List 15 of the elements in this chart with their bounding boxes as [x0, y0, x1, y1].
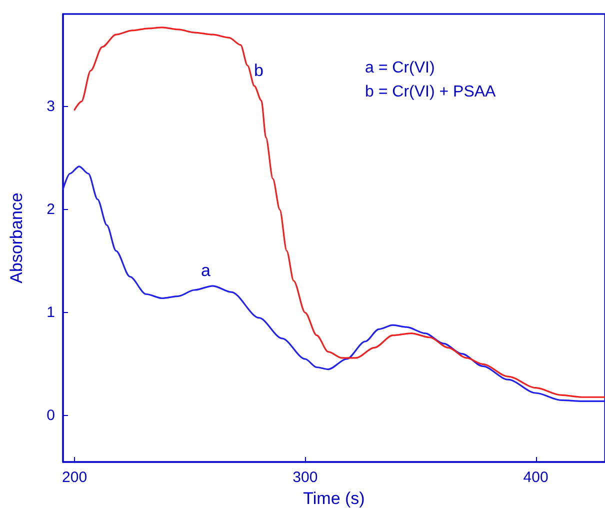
annotation: b = Cr(VI) + PSAA	[365, 84, 496, 100]
y-tick-label: 0	[46, 407, 55, 424]
y-tick-label: 1	[46, 304, 55, 322]
x-tick-label: 300	[292, 469, 318, 486]
y-tick-label: 2	[46, 201, 55, 218]
y-tick-label: 3	[46, 98, 55, 116]
line-series	[62, 166, 605, 402]
line-series	[74, 26, 605, 398]
x-tick-label: 200	[62, 469, 88, 486]
annotation: a = Cr(VI)	[365, 60, 435, 76]
y-axis-title: Absorbance	[7, 192, 26, 284]
x-tick-label: 400	[523, 469, 548, 486]
x-axis-title: Time (s)	[303, 489, 365, 508]
annotation: b	[254, 61, 264, 80]
annotation: a	[201, 261, 211, 280]
